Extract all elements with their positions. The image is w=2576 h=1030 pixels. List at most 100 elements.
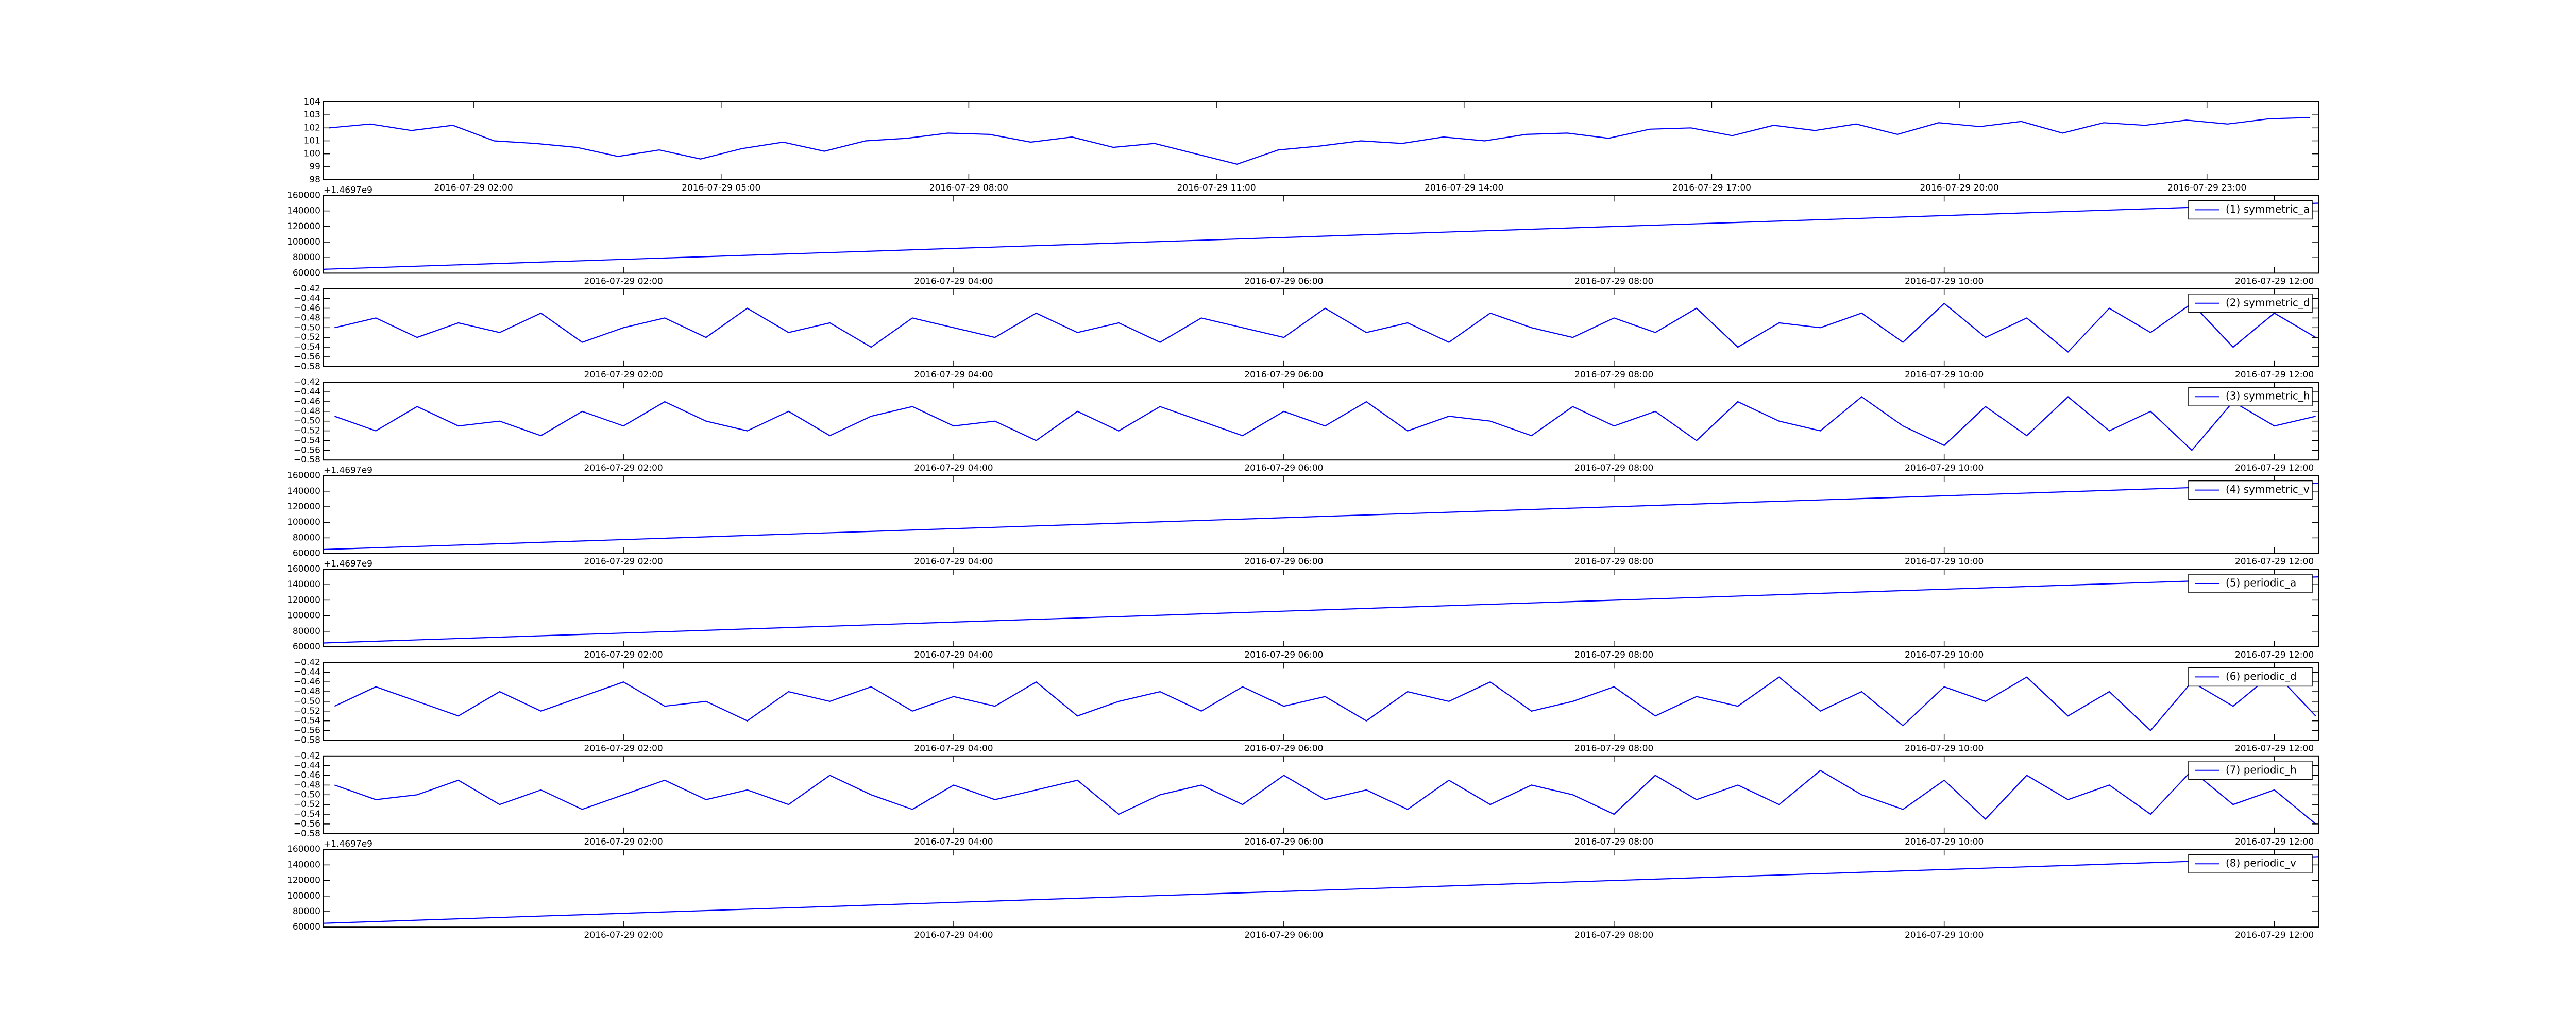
x-tick-label: 2016-07-29 04:00	[914, 837, 993, 847]
x-tick-label: 2016-07-29 04:00	[914, 463, 993, 473]
x-tick-label: 2016-07-29 02:00	[584, 276, 663, 286]
axes-frame	[323, 849, 2319, 928]
x-tick-label: 2016-07-29 08:00	[1574, 837, 1653, 847]
x-tick-label: 2016-07-29 02:00	[584, 557, 663, 567]
y-tick-label: 160000	[287, 564, 320, 574]
x-tick-label: 2016-07-29 08:00	[1574, 276, 1653, 286]
x-tick-label: 2016-07-29 02:00	[584, 930, 663, 940]
data-line	[323, 202, 2319, 270]
x-tick-label: 2016-07-29 04:00	[914, 557, 993, 567]
legend-label: (8) periodic_v	[2226, 857, 2296, 869]
y-tick-label: −0.50	[294, 416, 320, 426]
y-tick-label: 104	[304, 97, 320, 107]
data-line	[334, 302, 2316, 353]
data-line	[323, 483, 2319, 551]
x-tick-label: 2016-07-29 08:00	[1574, 557, 1653, 567]
data-line	[323, 856, 2319, 924]
x-tick-label: 2016-07-29 10:00	[1905, 650, 1984, 660]
x-tick-label: 2016-07-29 10:00	[1905, 557, 1984, 567]
x-tick-label: 2016-07-29 23:00	[2167, 183, 2246, 193]
y-tick-label: −0.48	[294, 780, 320, 790]
legend-label: (6) periodic_d	[2226, 670, 2297, 682]
y-tick-label: 160000	[287, 471, 320, 481]
y-tick-label: −0.56	[294, 445, 320, 455]
y-tick-label: 60000	[293, 642, 320, 652]
y-tick-label: 100000	[287, 611, 320, 621]
x-tick-label: 2016-07-29 10:00	[1905, 276, 1984, 286]
y-tick-label: 140000	[287, 206, 320, 216]
x-tick-label: 2016-07-29 04:00	[914, 743, 993, 753]
y-tick-label: 80000	[293, 252, 320, 263]
y-tick-label: 140000	[287, 579, 320, 590]
x-tick-label: 2016-07-29 10:00	[1905, 370, 1984, 380]
y-offset-label: +1.4697e9	[324, 839, 372, 849]
x-tick-label: 2016-07-29 17:00	[1672, 183, 1751, 193]
y-tick-label: 160000	[287, 844, 320, 854]
y-tick-label: 120000	[287, 502, 320, 512]
y-tick-label: 80000	[293, 626, 320, 637]
y-tick-label: −0.54	[294, 342, 320, 352]
y-tick-label: −0.42	[294, 377, 320, 387]
x-tick-label: 2016-07-29 02:00	[584, 743, 663, 753]
x-tick-label: 2016-07-29 12:00	[2235, 837, 2314, 847]
y-tick-label: 100	[304, 149, 320, 159]
x-tick-label: 2016-07-29 04:00	[914, 930, 993, 940]
x-tick-label: 2016-07-29 06:00	[1244, 650, 1323, 660]
x-tick-label: 2016-07-29 06:00	[1244, 370, 1323, 380]
y-offset-label: +1.4697e9	[324, 559, 372, 569]
x-tick-label: 2016-07-29 08:00	[1574, 930, 1653, 940]
x-tick-label: 2016-07-29 04:00	[914, 650, 993, 660]
y-tick-label: 103	[304, 110, 320, 120]
data-line	[323, 576, 2319, 644]
y-offset-label: +1.4697e9	[324, 466, 372, 476]
axes-frame	[323, 662, 2319, 741]
y-offset-label: +1.4697e9	[324, 185, 372, 195]
x-tick-label: 2016-07-29 05:00	[682, 183, 760, 193]
y-tick-label: −0.46	[294, 770, 320, 781]
legend-label: (7) periodic_h	[2226, 763, 2297, 776]
y-tick-label: −0.42	[294, 284, 320, 294]
y-tick-label: −0.46	[294, 303, 320, 314]
x-tick-label: 2016-07-29 08:00	[1574, 650, 1653, 660]
data-line	[334, 671, 2316, 732]
y-tick-label: −0.54	[294, 435, 320, 445]
x-tick-label: 2016-07-29 12:00	[2235, 463, 2314, 473]
y-tick-label: −0.54	[294, 716, 320, 726]
y-tick-label: 140000	[287, 486, 320, 496]
x-tick-label: 2016-07-29 02:00	[584, 370, 663, 380]
x-tick-label: 2016-07-29 12:00	[2235, 557, 2314, 567]
y-tick-label: −0.56	[294, 352, 320, 362]
y-tick-label: −0.48	[294, 406, 320, 417]
y-tick-label: 102	[304, 123, 320, 133]
data-line	[334, 396, 2316, 451]
y-tick-label: −0.42	[294, 657, 320, 667]
legend-label: (2) symmetric_d	[2226, 296, 2310, 308]
y-tick-label: −0.50	[294, 322, 320, 333]
x-tick-label: 2016-07-29 12:00	[2235, 370, 2314, 380]
axes-frame	[323, 101, 2319, 180]
y-tick-label: −0.44	[294, 294, 320, 304]
x-tick-label: 2016-07-29 10:00	[1905, 837, 1984, 847]
y-tick-label: −0.58	[294, 735, 320, 745]
x-tick-label: 2016-07-29 14:00	[1425, 183, 1503, 193]
axes-frame	[323, 475, 2319, 554]
y-tick-label: −0.54	[294, 809, 320, 819]
x-tick-label: 2016-07-29 06:00	[1244, 276, 1323, 286]
x-tick-label: 2016-07-29 02:00	[584, 463, 663, 473]
x-tick-label: 2016-07-29 06:00	[1244, 463, 1323, 473]
y-tick-label: −0.56	[294, 726, 320, 736]
x-tick-label: 2016-07-29 04:00	[914, 370, 993, 380]
y-tick-label: 100000	[287, 891, 320, 901]
y-tick-label: 100000	[287, 237, 320, 247]
data-line	[334, 769, 2316, 825]
legend-label: (3) symmetric_h	[2226, 390, 2310, 402]
y-tick-label: −0.58	[294, 455, 320, 465]
data-line	[329, 117, 2311, 165]
axes-frame	[323, 382, 2319, 461]
y-tick-label: 160000	[287, 190, 320, 200]
y-tick-label: −0.52	[294, 426, 320, 436]
y-tick-label: 98	[309, 175, 320, 185]
x-tick-label: 2016-07-29 11:00	[1177, 183, 1256, 193]
x-tick-label: 2016-07-29 08:00	[1574, 743, 1653, 753]
x-tick-label: 2016-07-29 02:00	[434, 183, 513, 193]
